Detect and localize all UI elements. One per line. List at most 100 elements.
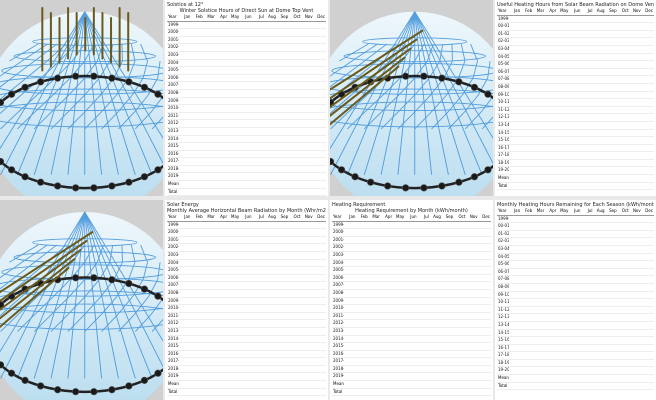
row-label: 2003-2004 xyxy=(167,51,180,60)
table-cell xyxy=(593,306,606,315)
table-cell xyxy=(252,304,265,313)
table-cell xyxy=(466,327,479,336)
table-cell xyxy=(454,297,467,306)
table-cell xyxy=(605,53,618,62)
table-cell xyxy=(301,97,314,106)
table-cell xyxy=(509,83,522,92)
row-label: 01-02 xyxy=(497,30,510,39)
table-cell xyxy=(641,306,654,315)
row-label: 2010-2011 xyxy=(167,304,180,313)
column-header: May xyxy=(228,214,241,222)
table-cell xyxy=(179,66,192,75)
row-label: 2000-2001 xyxy=(332,228,345,237)
table-cell xyxy=(593,106,606,115)
table-cell xyxy=(545,75,558,84)
table-cell xyxy=(276,319,290,328)
table-cell xyxy=(203,89,216,98)
table-cell xyxy=(509,37,522,46)
table-cell xyxy=(301,312,314,321)
table-cell xyxy=(289,372,302,382)
table-row: 2016-2017 xyxy=(167,150,326,159)
row-label: 12-13 xyxy=(497,313,510,322)
strut xyxy=(50,11,86,175)
ring-fitting xyxy=(54,182,62,190)
table-row: 12-13 xyxy=(497,313,654,322)
table-cell xyxy=(641,121,654,130)
row-label: 2014-2015 xyxy=(332,335,345,344)
table-cell xyxy=(429,259,442,268)
table-cell xyxy=(215,104,229,113)
table-cell xyxy=(454,243,467,252)
table-row: 2006-2007 xyxy=(332,274,491,283)
table-cell xyxy=(617,30,630,39)
table-cell xyxy=(557,359,570,368)
table-row: 2009-2010 xyxy=(167,297,326,306)
dome-panel-top-right xyxy=(330,0,493,196)
column-header: Dec xyxy=(313,214,326,222)
table-cell xyxy=(478,221,491,230)
table-cell xyxy=(264,172,277,182)
table-cell xyxy=(252,127,265,136)
table-cell xyxy=(264,372,277,382)
table-cell xyxy=(641,37,654,46)
table-cell xyxy=(276,165,290,174)
table-cell xyxy=(569,113,582,122)
table-cell xyxy=(228,372,241,382)
table-cell xyxy=(429,236,442,245)
strut xyxy=(67,211,86,379)
table-cell xyxy=(545,106,558,115)
table-cell xyxy=(393,387,406,397)
table-cell xyxy=(557,283,570,292)
table-cell xyxy=(393,327,406,336)
table-cell xyxy=(509,283,522,292)
row-label: 19-20 xyxy=(497,366,510,376)
table-cell xyxy=(191,119,204,128)
table-cell xyxy=(264,74,277,83)
table-cell xyxy=(191,89,204,98)
table-cell xyxy=(466,304,479,313)
table-cell xyxy=(240,380,253,389)
table-cell xyxy=(215,119,229,128)
table-cell xyxy=(478,380,491,389)
strut-diagonal xyxy=(151,318,163,332)
table-cell xyxy=(641,253,654,262)
table-cell xyxy=(313,387,326,397)
row-label: 04-05 xyxy=(497,253,510,262)
table-cell xyxy=(509,106,522,115)
table-cell xyxy=(203,165,216,174)
table-cell xyxy=(301,380,314,389)
table-cell xyxy=(240,59,253,68)
table-cell xyxy=(593,215,606,224)
table-cell xyxy=(240,89,253,98)
row-label: Total xyxy=(497,181,510,191)
table-cell xyxy=(313,251,326,260)
table-cell xyxy=(441,266,455,275)
table-cell xyxy=(429,304,442,313)
table-cell xyxy=(593,329,606,338)
table-cell xyxy=(215,342,229,351)
ring-fitting xyxy=(455,78,463,86)
table-cell xyxy=(313,97,326,106)
strut-diagonal xyxy=(382,77,401,96)
table-cell xyxy=(605,336,618,345)
table-cell xyxy=(557,351,570,360)
table-cell xyxy=(228,157,241,166)
table-cell xyxy=(629,113,642,122)
table-row: 2004-2005 xyxy=(167,259,326,268)
table-cell xyxy=(313,236,326,245)
row-label: 1999-2000 xyxy=(167,221,180,230)
table-cell xyxy=(228,259,241,268)
table-cell xyxy=(215,387,229,397)
table-cell xyxy=(203,304,216,313)
table-cell xyxy=(641,359,654,368)
table-cell xyxy=(252,266,265,275)
table-cell xyxy=(301,221,314,230)
table-cell xyxy=(215,335,229,344)
table-cell xyxy=(429,365,442,374)
table-cell xyxy=(368,259,381,268)
strut-diagonal xyxy=(330,77,343,88)
table-cell xyxy=(405,342,418,351)
sun-ray-group xyxy=(330,29,424,126)
table-cell xyxy=(313,180,326,189)
table-cell xyxy=(203,21,216,30)
